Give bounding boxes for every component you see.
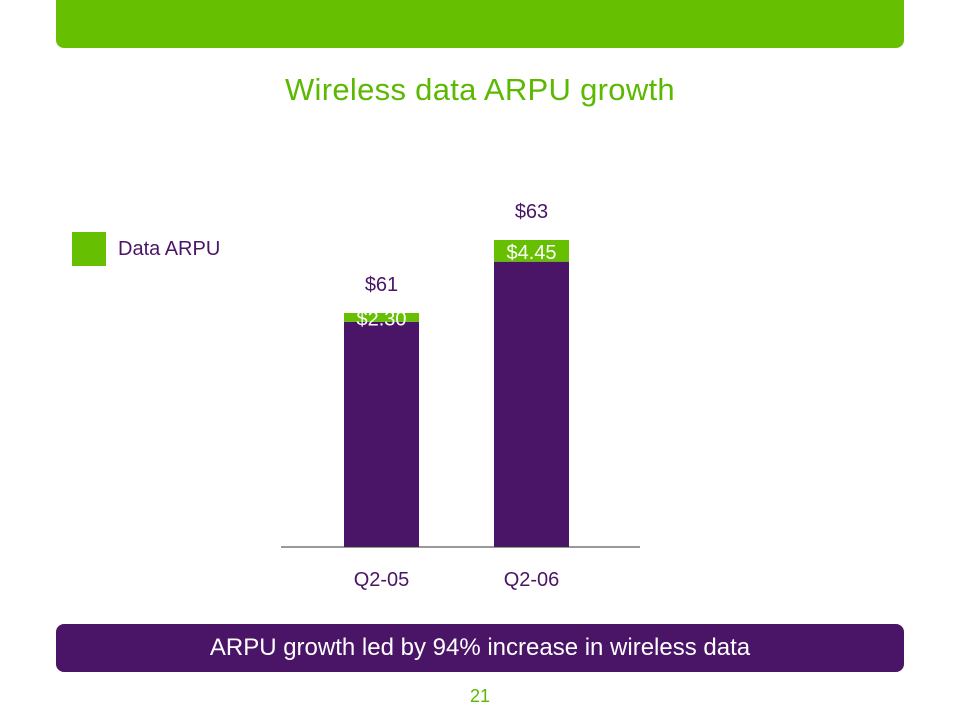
bar-segment-q2-06-series-0 — [494, 261, 569, 547]
bottom-banner: ARPU growth led by 94% increase in wirel… — [56, 624, 904, 672]
total-label-q2-05: $61 — [365, 274, 398, 296]
x-tick-label-q2-06: Q2-06 — [504, 569, 560, 591]
legend: Data ARPU — [72, 232, 220, 266]
chart-title: Wireless data ARPU growth — [285, 72, 675, 107]
page-number: 21 — [469, 686, 491, 706]
bar-segment-q2-06-series-1 — [494, 240, 569, 262]
legend-label-data-arpu: Data ARPU — [118, 237, 221, 260]
bar-segment-q2-05-series-0 — [344, 321, 419, 547]
legend-swatch-data-arpu — [72, 232, 106, 266]
segment-label-q2-05: $2.30 — [356, 308, 406, 330]
top-accent-bar — [56, 0, 904, 48]
bar-segment-q2-05-series-1 — [344, 313, 419, 322]
total-label-q2-06: $63 — [515, 201, 548, 223]
x-tick-label-q2-05: Q2-05 — [354, 569, 410, 591]
segment-label-q2-06: $4.45 — [506, 242, 556, 264]
